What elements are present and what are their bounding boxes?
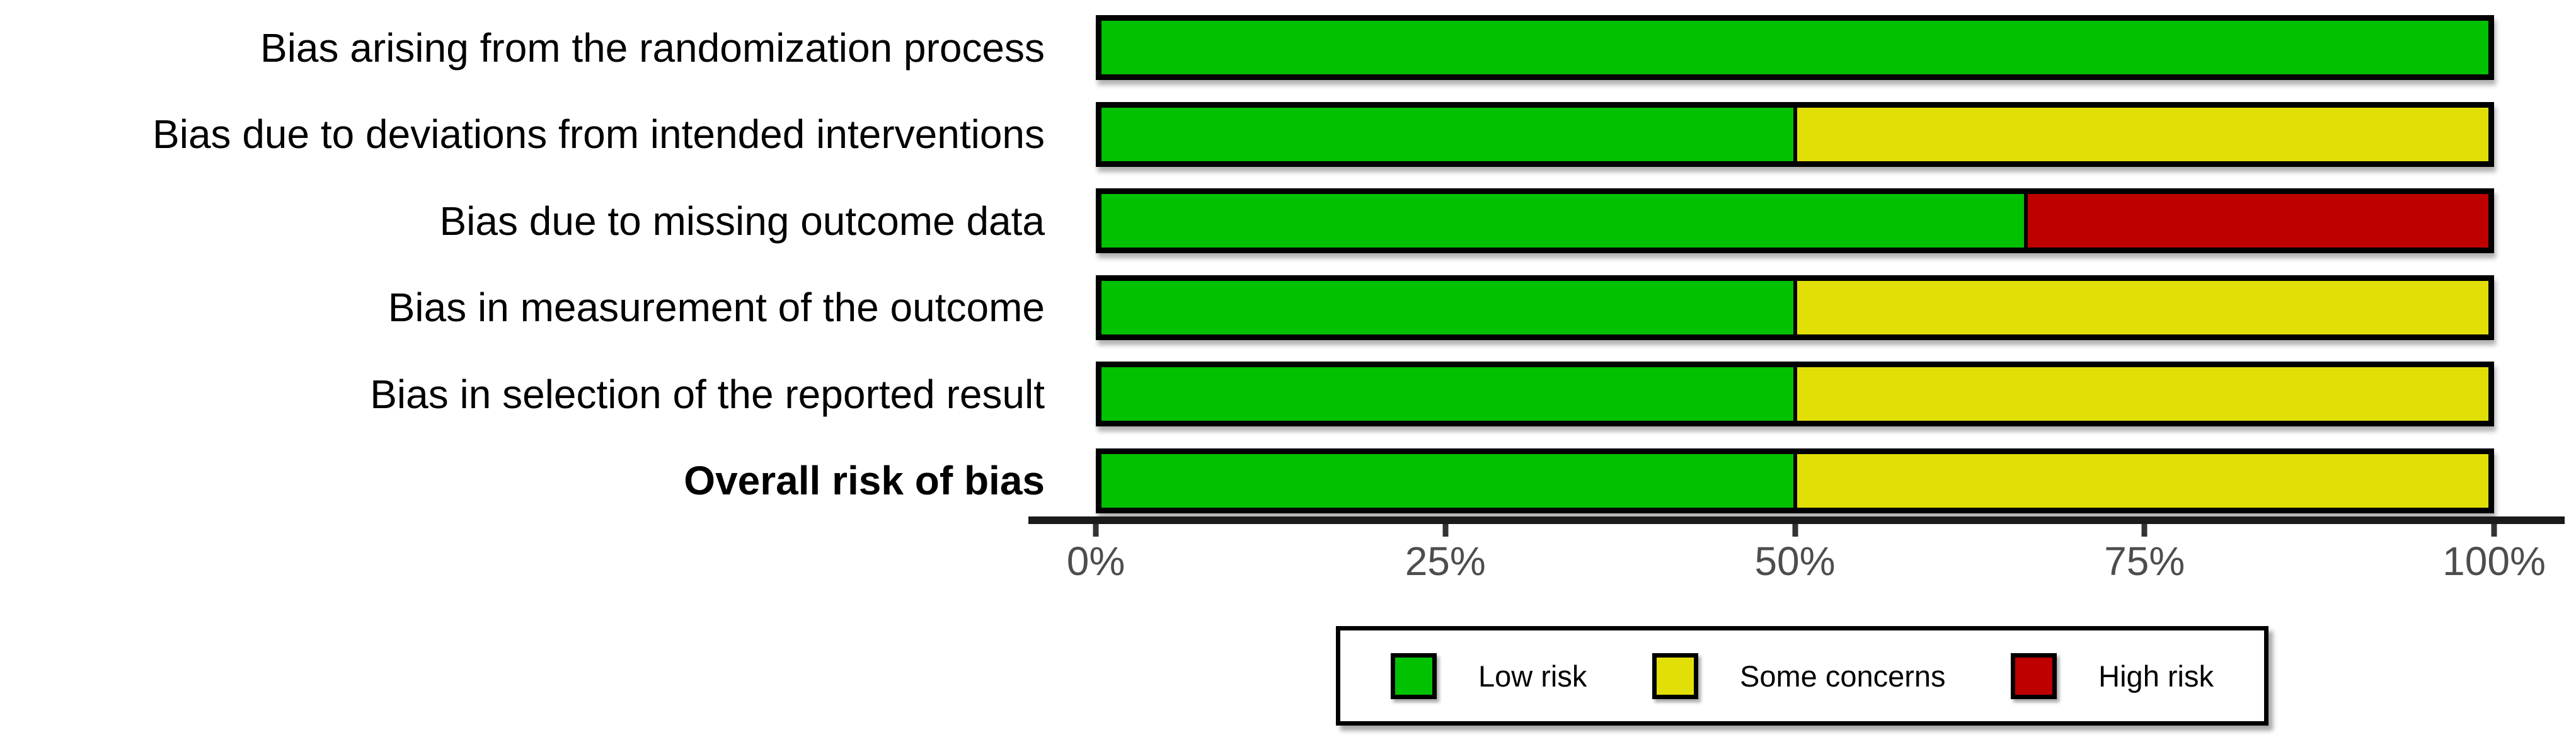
x-tick-label-75: 75%	[2104, 539, 2185, 584]
bar-segment-some-concerns	[1797, 107, 2488, 161]
legend-swatch-low-risk	[1391, 653, 1437, 699]
x-axis-line	[1028, 516, 2565, 524]
legend-item-high-risk: High risk	[2011, 653, 2214, 699]
bar-segment-low-risk	[1101, 194, 2025, 248]
stacked-bar	[1096, 275, 2494, 340]
legend-swatch-high-risk	[2011, 653, 2057, 699]
x-tick-mark-75	[2141, 524, 2148, 537]
x-tick-label-100: 100%	[2442, 539, 2546, 584]
category-label: Bias due to missing outcome data	[439, 198, 1045, 244]
bar-segment-low-risk	[1101, 367, 1793, 421]
category-label: Bias in selection of the reported result	[370, 371, 1045, 417]
category-label: Overall risk of bias	[684, 458, 1045, 503]
x-tick-mark-0	[1093, 524, 1099, 537]
legend-label: Some concerns	[1740, 659, 1946, 693]
stacked-bar	[1096, 188, 2494, 253]
legend-box: Low risk Some concerns High risk	[1336, 626, 2268, 726]
legend-label: High risk	[2098, 659, 2214, 693]
category-row-bias-in-selection-of-the-reported-result: Bias in selection of the reported result	[0, 362, 2576, 426]
bar-segment-some-concerns	[1797, 280, 2488, 334]
stacked-bar	[1096, 15, 2494, 80]
category-row-bias-due-to-deviations-from-intended-interventions: Bias due to deviations from intended int…	[0, 101, 2576, 167]
category-row-bias-in-measurement-of-the-outcome: Bias in measurement of the outcome	[0, 275, 2576, 340]
bar-segment-low-risk	[1101, 280, 1793, 334]
category-row-bias-arising-from-the-randomization-process: Bias arising from the randomization proc…	[0, 15, 2576, 80]
stacked-bar	[1096, 448, 2494, 513]
category-row-bias-due-to-missing-outcome-data: Bias due to missing outcome data	[0, 188, 2576, 253]
x-tick-mark-100	[2491, 524, 2497, 537]
category-label: Bias in measurement of the outcome	[388, 285, 1045, 330]
stacked-bar	[1096, 101, 2494, 167]
bar-segment-some-concerns	[1797, 453, 2488, 508]
legend-label: Low risk	[1478, 659, 1587, 693]
category-row-overall-risk-of-bias: Overall risk of bias	[0, 448, 2576, 513]
x-tick-label-25: 25%	[1405, 539, 1486, 584]
x-tick-label-0: 0%	[1066, 539, 1125, 584]
bar-segment-high-risk	[2028, 194, 2488, 248]
x-tick-label-50: 50%	[1754, 539, 1836, 584]
bar-segment-low-risk	[1101, 21, 2488, 74]
legend-item-low-risk: Low risk	[1391, 653, 1587, 699]
category-label: Bias due to deviations from intended int…	[152, 111, 1045, 157]
bar-segment-some-concerns	[1797, 367, 2488, 421]
x-tick-mark-50	[1792, 524, 1798, 537]
bar-segment-low-risk	[1101, 107, 1793, 161]
x-tick-mark-25	[1442, 524, 1449, 537]
stacked-bar	[1096, 362, 2494, 426]
legend-swatch-some-concerns	[1652, 653, 1698, 699]
bar-segment-low-risk	[1101, 453, 1793, 508]
legend-item-some-concerns: Some concerns	[1652, 653, 1946, 699]
category-label: Bias arising from the randomization proc…	[260, 25, 1045, 71]
